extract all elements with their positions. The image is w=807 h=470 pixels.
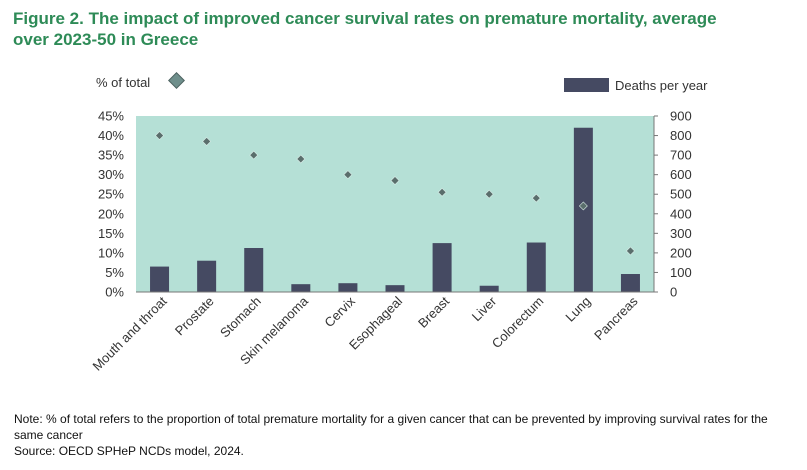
marker-skin-melanoma xyxy=(296,154,306,164)
chart-title-line-2: over 2023-50 in Greece xyxy=(13,30,199,49)
marker-liver xyxy=(484,189,494,199)
left-tick-label: 10% xyxy=(98,245,124,260)
x-tick-label: Liver xyxy=(469,293,500,324)
right-tick-label: 500 xyxy=(670,187,692,202)
chart-title: Figure 2. The impact of improved cancer … xyxy=(13,8,793,50)
plot-area xyxy=(136,116,654,292)
bar-liver xyxy=(479,285,499,292)
marker-esophageal xyxy=(390,176,400,185)
bar-skin-melanoma xyxy=(291,284,311,292)
bar-mouth-and-throat xyxy=(150,266,170,292)
diamond-legend-icon xyxy=(168,72,185,89)
right-tick-label: 900 xyxy=(670,109,692,124)
left-tick-label: 45% xyxy=(98,109,124,124)
right-axis-ticks: 0 100 200 300 400 500 600 700 800 900 xyxy=(654,109,692,300)
marker-mouth-and-throat xyxy=(155,131,164,140)
x-tick-label: Mouth and throat xyxy=(90,293,170,373)
right-tick-label: 300 xyxy=(670,226,692,241)
x-tick-label: Prostate xyxy=(172,294,217,339)
bar-cervix xyxy=(338,283,358,292)
x-tick-label: Breast xyxy=(415,293,452,330)
marker-lung xyxy=(578,201,588,211)
x-tick-label: Colorectum xyxy=(489,294,547,352)
bar-stomach xyxy=(244,248,264,292)
marker-series xyxy=(155,131,635,256)
bar-pancreas xyxy=(620,274,640,292)
left-tick-label: 35% xyxy=(98,148,124,163)
note-line-1: Note: % of total refers to the proportio… xyxy=(14,412,768,426)
left-tick-label: 30% xyxy=(98,167,124,182)
chart-title-line-1: Figure 2. The impact of improved cancer … xyxy=(13,9,717,28)
marker-stomach xyxy=(249,150,259,160)
marker-breast xyxy=(437,187,447,197)
left-axis-ticks: 0% 5% 10% 15% 20% 25% 30% 35% 40% 45% xyxy=(98,109,124,300)
bar-prostate xyxy=(197,260,217,292)
x-tick-label: Cervix xyxy=(321,293,358,330)
note-line-2: same cancer xyxy=(14,428,83,442)
marker-pancreas xyxy=(626,246,635,256)
left-tick-label: 25% xyxy=(98,187,124,202)
bar-legend-swatch xyxy=(564,78,609,92)
bar-colorectum xyxy=(526,242,546,292)
x-tick-label: Stomach xyxy=(217,294,264,341)
right-tick-label: 400 xyxy=(670,206,692,221)
chart-note: Note: % of total refers to the proportio… xyxy=(14,411,794,459)
left-tick-label: 40% xyxy=(98,128,124,143)
source-line: Source: OECD SPHeP NCDs model, 2024. xyxy=(14,444,244,458)
left-tick-label: 20% xyxy=(98,206,124,221)
marker-prostate xyxy=(202,136,212,146)
right-tick-label: 0 xyxy=(670,285,677,300)
right-tick-label: 800 xyxy=(670,128,692,143)
marker-colorectum xyxy=(531,193,541,203)
right-tick-label: 700 xyxy=(670,148,692,163)
left-tick-label: 5% xyxy=(105,265,124,280)
bar-esophageal xyxy=(385,285,405,292)
left-tick-label: 0% xyxy=(105,285,124,300)
right-axis-legend-label: Deaths per year xyxy=(615,78,708,93)
left-axis-legend-label: % of total xyxy=(96,75,150,90)
right-tick-label: 600 xyxy=(670,167,692,182)
x-tick-label: Lung xyxy=(562,294,593,325)
bar-breast xyxy=(432,243,452,292)
x-tick-label: Pancreas xyxy=(591,293,641,343)
marker-cervix xyxy=(343,170,353,180)
chart-canvas: 0% 5% 10% 15% 20% 25% 30% 35% 40% 45% 0 100 200 300 4… xyxy=(90,72,708,374)
left-tick-label: 15% xyxy=(98,226,124,241)
right-tick-label: 200 xyxy=(670,245,692,260)
right-tick-label: 100 xyxy=(670,265,692,280)
